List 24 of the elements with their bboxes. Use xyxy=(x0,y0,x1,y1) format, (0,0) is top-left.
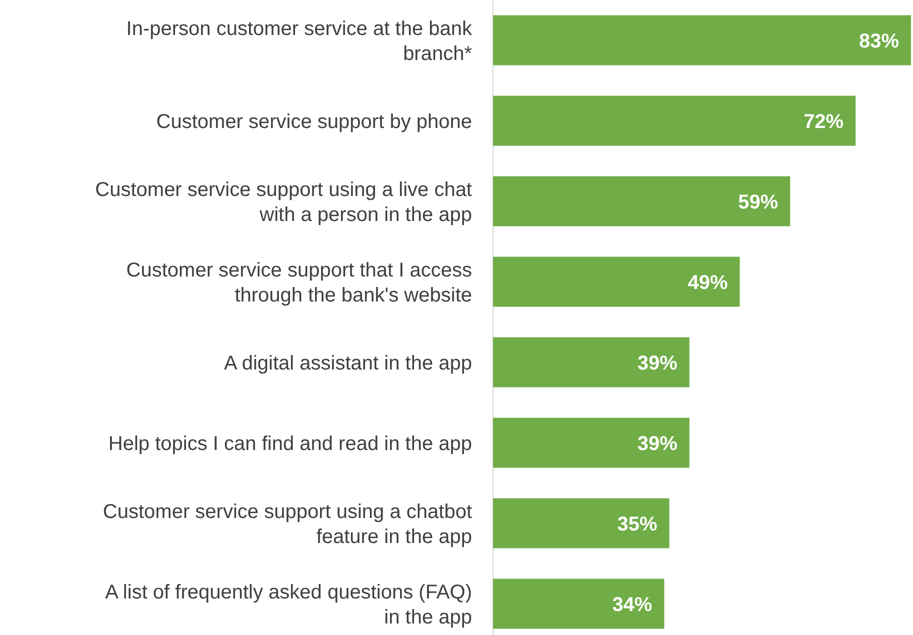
y-tick-label: Customer service support by phone xyxy=(156,110,472,133)
data-label: 34% xyxy=(612,594,652,616)
data-label: 49% xyxy=(688,272,728,294)
data-label: 35% xyxy=(617,513,658,536)
bar xyxy=(493,256,740,307)
y-tick-label: Customer service support using a live chat with a person in the app xyxy=(95,178,472,226)
bar xyxy=(493,176,790,226)
bar xyxy=(493,15,911,66)
data-label: 39% xyxy=(637,432,678,455)
bar xyxy=(493,96,856,146)
bar xyxy=(493,498,670,548)
data-label: 39% xyxy=(637,352,678,374)
y-tick-label: In-person customer service at the bank branch* xyxy=(126,18,473,65)
y-tick-label: A list of frequently asked questions (FAQ) in the app xyxy=(105,581,472,628)
bar xyxy=(493,337,690,388)
y-tick-label: A digital assistant in the app xyxy=(224,352,472,374)
bar xyxy=(493,418,690,468)
y-tick-label: Customer service support that I access through the bank's website xyxy=(126,259,472,306)
y-tick-label: Help topics I can find and read in the app xyxy=(108,432,472,455)
data-label: 72% xyxy=(804,110,844,133)
data-label: 83% xyxy=(858,30,900,52)
y-tick-label: Customer service support using a chatbot feature in the app xyxy=(102,500,472,548)
bar xyxy=(493,578,664,629)
data-label: 59% xyxy=(738,191,778,214)
